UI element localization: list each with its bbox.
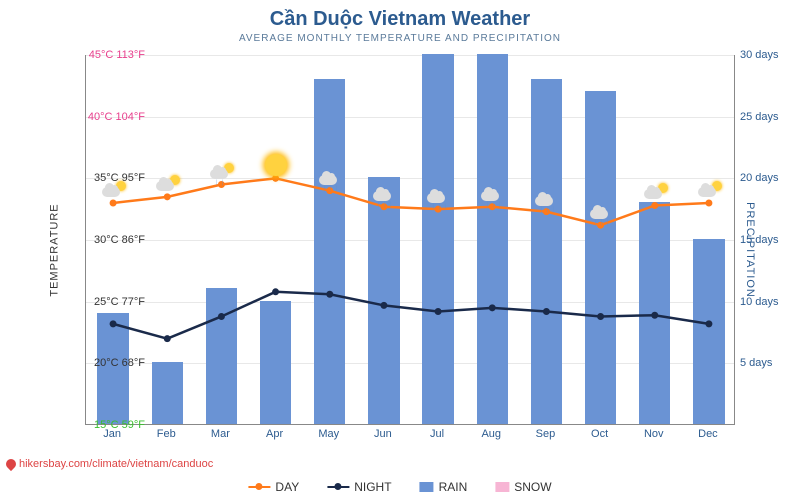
ytick-right: 25 days (740, 111, 779, 123)
map-pin-icon (4, 457, 18, 471)
weather-icon-storm: ｜｜ (208, 163, 234, 183)
ytick-left: 40°C 104°F (85, 111, 145, 123)
legend-rain: RAIN (420, 480, 468, 494)
xtick-month: Oct (591, 428, 608, 440)
xtick-month: Jan (103, 428, 121, 440)
xtick-month: Dec (698, 428, 718, 440)
night-marker (705, 320, 712, 327)
night-marker (218, 313, 225, 320)
ytick-left: 35°C 95°F (85, 172, 145, 184)
night-marker (543, 308, 550, 315)
night-marker (435, 308, 442, 315)
legend-snow: SNOW (495, 480, 551, 494)
weather-icon-rain: ｜｜｜ (317, 169, 343, 189)
legend-night: NIGHT (327, 480, 391, 494)
night-marker (272, 288, 279, 295)
xtick-month: Jul (430, 428, 444, 440)
weather-icon-rain: ｜｜｜ (533, 190, 559, 210)
xtick-month: Sep (536, 428, 556, 440)
plot-area: ｜｜｜｜｜｜｜｜｜｜｜｜｜｜｜｜｜｜｜｜ (85, 55, 735, 425)
source-footer: hikersbay.com/climate/vietnam/canduoc (6, 458, 213, 470)
night-marker (326, 291, 333, 298)
ytick-left: 30°C 86°F (85, 234, 145, 246)
legend-day: DAY (248, 480, 299, 494)
xtick-month: May (318, 428, 339, 440)
xtick-month: Feb (157, 428, 176, 440)
weather-icon-partly (154, 175, 180, 195)
lines-layer (86, 55, 736, 425)
ytick-right: 5 days (740, 357, 772, 369)
ytick-left: 45°C 113°F (85, 49, 145, 61)
chart-subtitle: AVERAGE MONTHLY TEMPERATURE AND PRECIPIT… (0, 33, 800, 44)
legend: DAY NIGHT RAIN SNOW (248, 480, 551, 494)
ytick-left: 20°C 68°F (85, 357, 145, 369)
xtick-month: Jun (374, 428, 392, 440)
weather-icon-rain: ｜｜｜ (588, 203, 614, 223)
night-marker (651, 312, 658, 319)
xtick-month: Nov (644, 428, 664, 440)
night-marker (164, 335, 171, 342)
weather-icon-rain: ｜｜｜ (479, 185, 505, 205)
chart-title: Cần Duộc Vietnam Weather (0, 0, 800, 31)
weather-icon-partly (642, 183, 668, 203)
weather-icon-partly (696, 181, 722, 201)
xtick-month: Aug (481, 428, 501, 440)
night-marker (380, 302, 387, 309)
source-url: hikersbay.com/climate/vietnam/canduoc (19, 458, 213, 470)
ytick-left: 25°C 77°F (85, 296, 145, 308)
weather-icon-sun (263, 156, 289, 176)
xtick-month: Mar (211, 428, 230, 440)
weather-icon-rain: ｜｜｜ (425, 187, 451, 207)
night-marker (110, 320, 117, 327)
xtick-month: Apr (266, 428, 283, 440)
weather-icon-rain: ｜｜｜ (371, 185, 397, 205)
ytick-right: 20 days (740, 172, 779, 184)
ytick-right: 15 days (740, 234, 779, 246)
weather-chart-container: Cần Duộc Vietnam Weather AVERAGE MONTHLY… (0, 0, 800, 500)
night-marker (489, 304, 496, 311)
night-marker (597, 313, 604, 320)
y-axis-right-label: PRECIPITATION (744, 202, 756, 298)
ytick-right: 30 days (740, 49, 779, 61)
night-line (113, 292, 709, 339)
ytick-right: 10 days (740, 296, 779, 308)
y-axis-left-label: TEMPERATURE (49, 203, 61, 296)
day-line (113, 178, 709, 225)
